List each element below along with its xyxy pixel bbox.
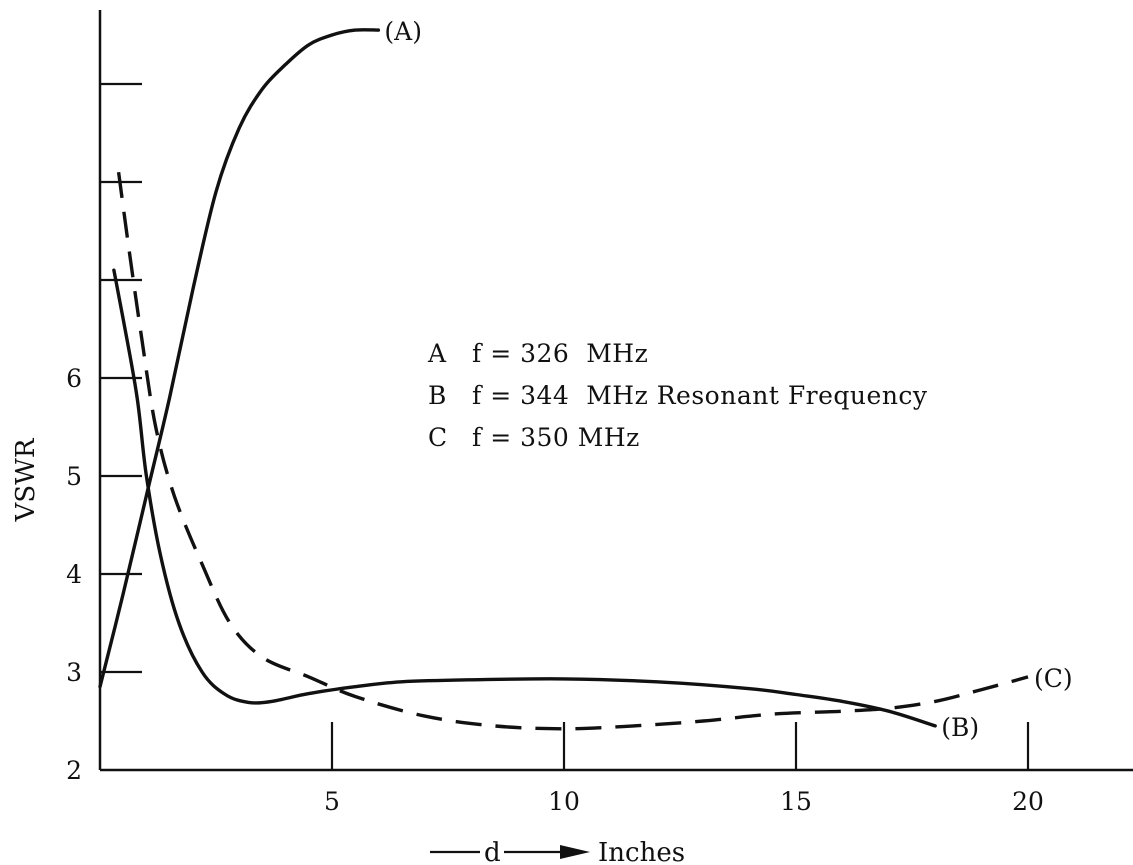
x-tick-label-20: 20 xyxy=(1012,787,1044,816)
y-tick-label-4: 4 xyxy=(66,560,82,589)
y-tick-label-3: 3 xyxy=(66,658,82,687)
series-c-label: (C) xyxy=(1034,664,1073,693)
axes xyxy=(98,10,1133,772)
legend-key-a: A xyxy=(427,339,447,368)
series-c-line xyxy=(116,171,1029,731)
x-axis-title-unit: Inches xyxy=(598,838,685,865)
series-a-line xyxy=(98,28,381,689)
legend-text-a: f = 326 MHz xyxy=(472,339,648,368)
series-b-line xyxy=(112,268,937,728)
legend-key-b: B xyxy=(428,381,447,410)
series-b-label: (B) xyxy=(941,713,979,742)
y-ticks: 2 3 4 5 6 xyxy=(66,82,142,785)
y-axis-title: VSWR xyxy=(11,437,41,522)
legend: A f = 326 MHz B f = 344 MHz Resonant Fre… xyxy=(427,339,928,452)
curves xyxy=(98,28,1029,731)
series-a-label: (A) xyxy=(384,17,422,46)
legend-key-c: C xyxy=(428,423,448,452)
x-axis-title: d Inches xyxy=(430,838,685,865)
x-ticks: 5 10 15 20 xyxy=(324,722,1044,816)
y-tick-label-5: 5 xyxy=(66,462,82,491)
x-tick-label-15: 15 xyxy=(780,787,812,816)
legend-text-c: f = 350 MHz xyxy=(472,423,640,452)
x-tick-label-10: 10 xyxy=(548,787,580,816)
x-tick-label-5: 5 xyxy=(324,787,340,816)
x-axis-title-var: d xyxy=(484,838,501,865)
y-tick-label-2: 2 xyxy=(66,756,82,785)
legend-text-b: f = 344 MHz Resonant Frequency xyxy=(472,381,928,410)
y-tick-label-6: 6 xyxy=(66,364,82,393)
arrow-right-icon xyxy=(560,845,590,859)
curve-labels: (A) (B) (C) xyxy=(384,17,1072,742)
